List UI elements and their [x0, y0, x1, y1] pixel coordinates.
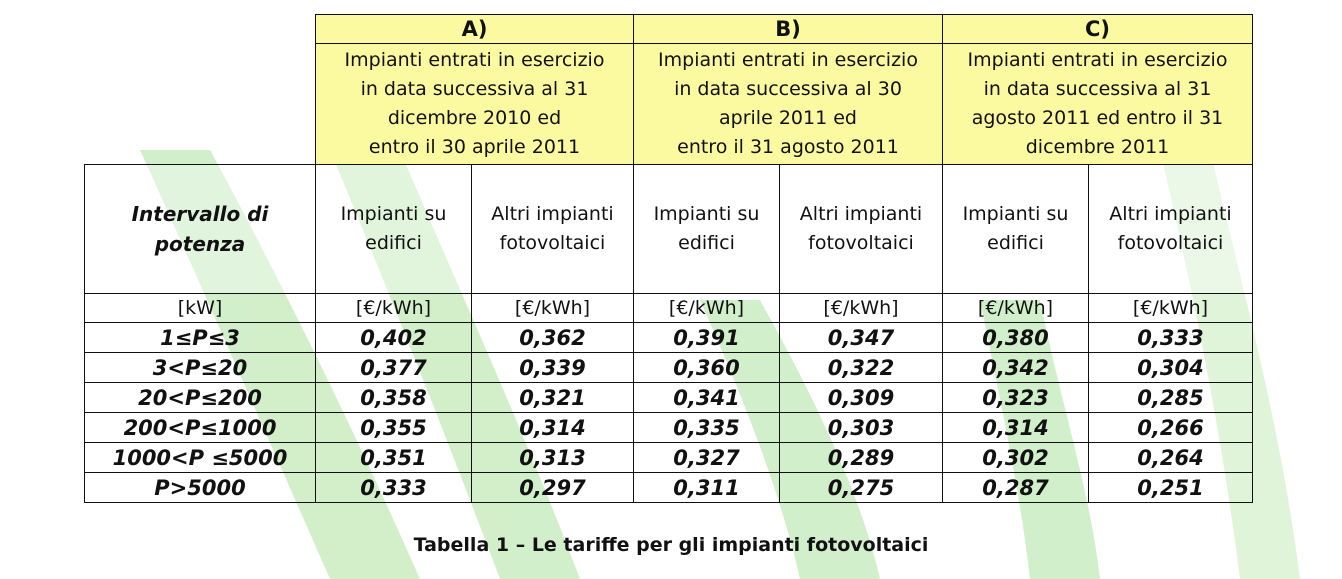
- table-row: P>5000 0,333 0,297 0,311 0,275 0,287 0,2…: [84, 472, 1253, 503]
- unit-cell: [kW]: [84, 293, 316, 323]
- tariff-cell: 0,303: [779, 412, 943, 443]
- subheader-cell: Altri impianti fotovoltaici: [779, 164, 943, 294]
- tariff-cell: 0,323: [942, 382, 1089, 413]
- tariff-cell: 0,289: [779, 442, 943, 473]
- tariff-cell: 0,347: [779, 322, 943, 353]
- tariff-cell: 0,302: [942, 442, 1089, 473]
- table-row: 200<P≤1000 0,355 0,314 0,335 0,303 0,314…: [84, 412, 1253, 443]
- empty-corner-cell: [84, 14, 316, 165]
- tariff-table: A) B) C) Impianti entrati in esercizio i…: [84, 14, 1253, 503]
- power-range-cell: P>5000: [84, 472, 316, 503]
- power-range-cell: 3<P≤20: [84, 352, 316, 383]
- tariff-cell: 0,377: [315, 352, 472, 383]
- tariff-cell: 0,311: [633, 472, 780, 503]
- group-b-letter: B): [633, 14, 943, 44]
- tariff-cell: 0,285: [1088, 382, 1253, 413]
- tariff-cell: 0,297: [471, 472, 634, 503]
- group-b-description: Impianti entrati in esercizio in data su…: [633, 43, 943, 165]
- power-range-cell: 1000<P ≤5000: [84, 442, 316, 473]
- tariff-cell: 0,358: [315, 382, 472, 413]
- power-range-cell: 200<P≤1000: [84, 412, 316, 443]
- tariff-cell: 0,335: [633, 412, 780, 443]
- tariff-cell: 0,304: [1088, 352, 1253, 383]
- tariff-cell: 0,264: [1088, 442, 1253, 473]
- row-header-label: Intervallo di potenza: [84, 164, 316, 294]
- tariff-cell: 0,327: [633, 442, 780, 473]
- tariff-cell: 0,380: [942, 322, 1089, 353]
- group-a-letter: A): [315, 14, 634, 44]
- tariff-cell: 0,341: [633, 382, 780, 413]
- tariff-cell: 0,266: [1088, 412, 1253, 443]
- subheader-cell: Altri impianti fotovoltaici: [1088, 164, 1253, 294]
- tariff-cell: 0,355: [315, 412, 472, 443]
- table-caption: Tabella 1 – Le tariffe per gli impianti …: [413, 534, 929, 556]
- tariff-cell: 0,333: [315, 472, 472, 503]
- tariff-cell: 0,314: [471, 412, 634, 443]
- tariff-cell: 0,402: [315, 322, 472, 353]
- table-row: 1≤P≤3 0,402 0,362 0,391 0,347 0,380 0,33…: [84, 322, 1253, 353]
- power-range-cell: 1≤P≤3: [84, 322, 316, 353]
- tariff-cell: 0,342: [942, 352, 1089, 383]
- tariff-cell: 0,351: [315, 442, 472, 473]
- tariff-cell: 0,313: [471, 442, 634, 473]
- unit-cell: [€/kWh]: [315, 293, 472, 323]
- tariff-cell: 0,275: [779, 472, 943, 503]
- tariff-cell: 0,287: [942, 472, 1089, 503]
- tariff-cell: 0,339: [471, 352, 634, 383]
- group-a-description: Impianti entrati in esercizio in data su…: [315, 43, 634, 165]
- subheader-cell: Altri impianti fotovoltaici: [471, 164, 634, 294]
- tariff-cell: 0,321: [471, 382, 634, 413]
- subheader-cell: Impianti su edifici: [315, 164, 472, 294]
- group-c-description: Impianti entrati in esercizio in data su…: [942, 43, 1253, 165]
- table-row: 1000<P ≤5000 0,351 0,313 0,327 0,289 0,3…: [84, 442, 1253, 473]
- tariff-cell: 0,333: [1088, 322, 1253, 353]
- table-row: 3<P≤20 0,377 0,339 0,360 0,322 0,342 0,3…: [84, 352, 1253, 383]
- subheader-cell: Impianti su edifici: [942, 164, 1089, 294]
- unit-cell: [€/kWh]: [633, 293, 780, 323]
- table-row: 20<P≤200 0,358 0,321 0,341 0,309 0,323 0…: [84, 382, 1253, 413]
- tariff-cell: 0,251: [1088, 472, 1253, 503]
- unit-cell: [€/kWh]: [942, 293, 1089, 323]
- unit-cell: [€/kWh]: [779, 293, 943, 323]
- subheader-cell: Impianti su edifici: [633, 164, 780, 294]
- group-c-letter: C): [942, 14, 1253, 44]
- tariff-cell: 0,322: [779, 352, 943, 383]
- tariff-cell: 0,391: [633, 322, 780, 353]
- unit-cell: [€/kWh]: [471, 293, 634, 323]
- unit-cell: [€/kWh]: [1088, 293, 1253, 323]
- tariff-cell: 0,360: [633, 352, 780, 383]
- power-range-cell: 20<P≤200: [84, 382, 316, 413]
- tariff-cell: 0,309: [779, 382, 943, 413]
- tariff-cell: 0,314: [942, 412, 1089, 443]
- tariff-cell: 0,362: [471, 322, 634, 353]
